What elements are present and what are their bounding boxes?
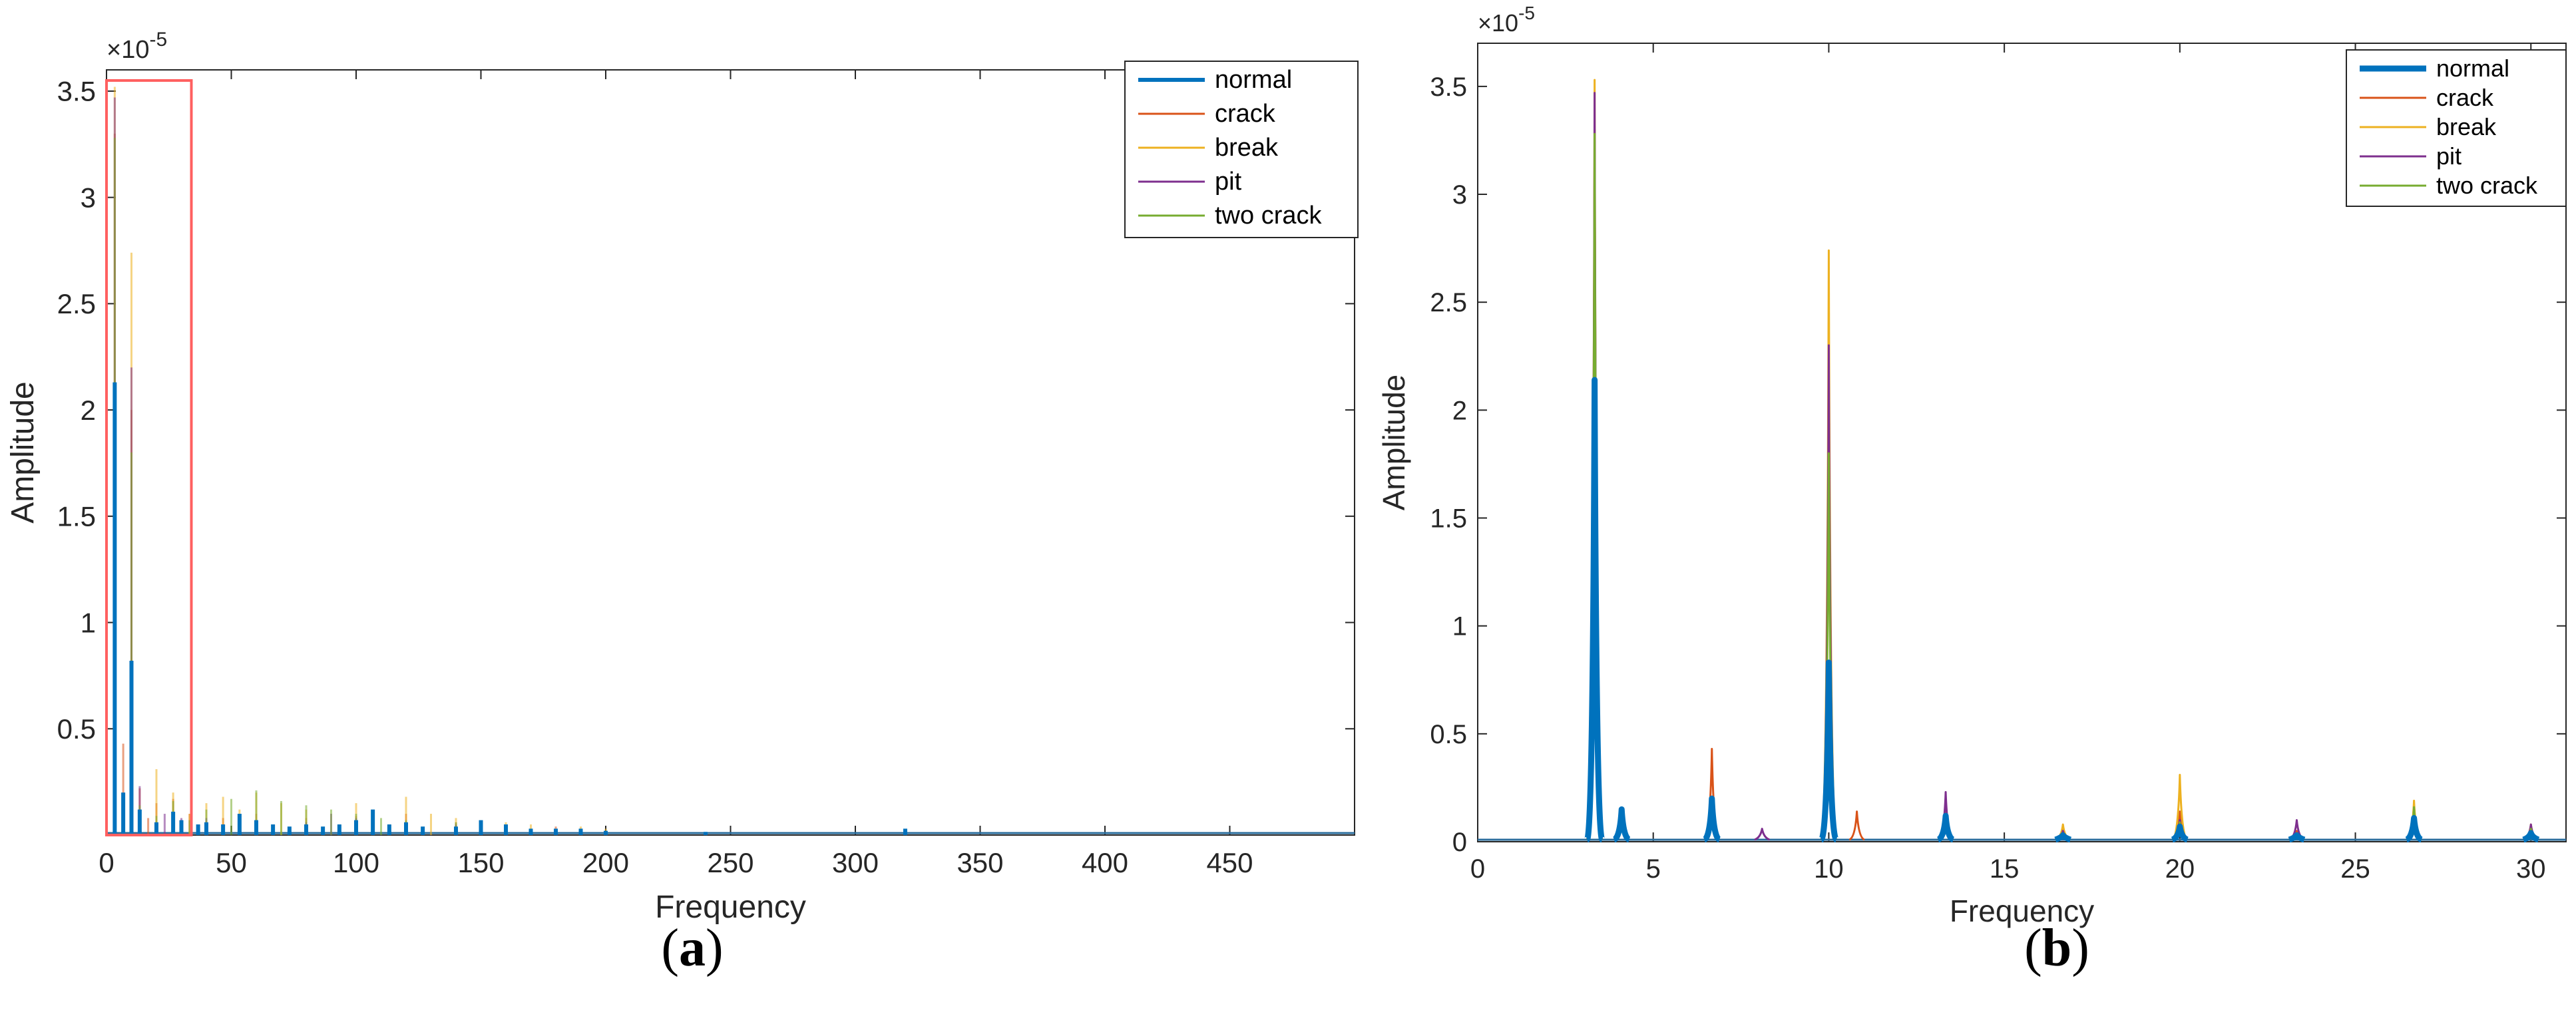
data-peak xyxy=(2171,823,2189,843)
legend-label: normal xyxy=(2436,55,2509,82)
data-peak xyxy=(1584,377,1606,843)
panel-caption-letter: a xyxy=(679,919,706,977)
x-tick-label: 150 xyxy=(457,847,504,878)
legend-label: break xyxy=(1215,134,1279,162)
x-axis-label: Frequency xyxy=(1950,894,2094,928)
x-tick-label: 10 xyxy=(1814,854,1844,884)
y-tick-label: 3.5 xyxy=(1430,73,1467,102)
y-tick-label: 0.5 xyxy=(57,713,96,745)
data-peak xyxy=(2288,832,2306,843)
data-peak xyxy=(1754,828,1771,841)
highlight-box xyxy=(105,79,193,837)
legend-label: two crack xyxy=(1215,202,1322,230)
y-tick-label: 1 xyxy=(81,607,96,638)
legend-label: crack xyxy=(1215,100,1276,128)
y-tick-label: 2 xyxy=(1452,396,1467,425)
x-axis-label: Frequency xyxy=(655,890,806,925)
x-tick-label: 0 xyxy=(1470,854,1485,884)
x-tick-label: 300 xyxy=(832,847,879,878)
y-exponent-power: -5 xyxy=(1518,3,1535,23)
y-exponent-power: -5 xyxy=(149,29,167,51)
data-peak xyxy=(2405,814,2424,843)
legend: normal crack break pit two crack xyxy=(1124,61,1359,238)
panel-caption-b: (b) xyxy=(2024,919,2089,977)
y-tick-label: 1.5 xyxy=(57,501,96,532)
data-peak xyxy=(1819,659,1839,843)
x-tick-label: 250 xyxy=(707,847,753,878)
data-peak xyxy=(1848,810,1865,841)
data-peak xyxy=(1612,806,1631,843)
legend-label: break xyxy=(2436,113,2497,140)
series-normal xyxy=(112,382,907,835)
y-tick-label: 1.5 xyxy=(1430,504,1467,534)
x-tick-label: 100 xyxy=(333,847,379,878)
y-tick-label: 2.5 xyxy=(57,288,96,319)
chart-panel-a: 0 50 100 150 200 250 300 350 400 450 0.5 1 1.5 2 2.5 3 3… xyxy=(5,29,1359,925)
panel-caption-letter: b xyxy=(2041,919,2072,977)
y-tick-label: 3.5 xyxy=(57,76,96,107)
x-tick-label: 50 xyxy=(216,847,247,878)
legend-label: pit xyxy=(2436,142,2462,170)
panel-caption-a: (a) xyxy=(661,919,724,977)
x-tick-label: 20 xyxy=(2165,854,2195,884)
y-tick-label: 2 xyxy=(81,395,96,426)
data-peak xyxy=(2522,830,2540,843)
legend-label: normal xyxy=(1215,66,1292,94)
x-tick-label: 400 xyxy=(1082,847,1128,878)
y-tick-label: 0 xyxy=(1452,828,1467,857)
x-tick-label: 30 xyxy=(2516,854,2546,884)
y-exponent-label: ×10-5 xyxy=(107,29,167,64)
x-tick-label: 200 xyxy=(582,847,629,878)
y-axis-label: Amplitude xyxy=(1377,375,1411,511)
y-tick-label: 1 xyxy=(1452,612,1467,641)
data-peak xyxy=(1702,795,1721,843)
x-tick-label: 350 xyxy=(957,847,1003,878)
legend-label: two crack xyxy=(2436,172,2538,199)
data-peak xyxy=(1936,812,1955,843)
y-tick-label: 0.5 xyxy=(1430,720,1467,749)
chart-panel-b: 0 5 10 15 20 25 30 0 0.5 1 1.5 2 2.5 3 3.5 ×10-5 Frequen… xyxy=(1377,3,2567,928)
x-tick-label: 25 xyxy=(2340,854,2370,884)
x-tick-label: 15 xyxy=(1990,854,2020,884)
series-normal xyxy=(1584,377,2540,843)
x-tick-label: 0 xyxy=(99,847,114,878)
y-exponent-label: ×10-5 xyxy=(1478,3,1535,37)
y-tick-label: 3 xyxy=(81,182,96,213)
legend-label: crack xyxy=(2436,84,2494,111)
x-tick-label: 5 xyxy=(1646,854,1661,884)
legend-label: pit xyxy=(1215,168,1242,196)
y-axis-label: Amplitude xyxy=(5,381,41,523)
data-peak xyxy=(2054,832,2072,843)
legend-box xyxy=(1124,61,1359,238)
x-tick-label: 450 xyxy=(1206,847,1253,878)
y-tick-label: 2.5 xyxy=(1430,288,1467,317)
y-tick-label: 3 xyxy=(1452,180,1467,210)
